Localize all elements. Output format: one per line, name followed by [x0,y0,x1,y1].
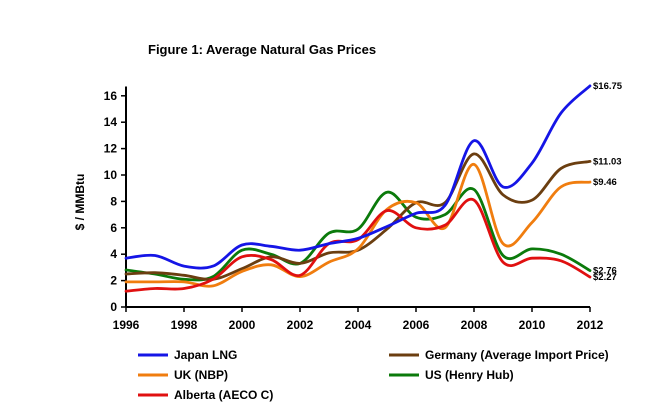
series-line-japan-lng [124,84,592,270]
x-tick-label: 2000 [229,318,256,332]
y-tick-label: 2 [110,274,117,288]
legend-label-uk-nbp: UK (NBP) [174,368,228,382]
end-value-label-us-henry-hub: $2.76 [593,266,617,277]
series-line-uk-nbp [124,163,592,288]
x-tick-label: 1996 [113,318,140,332]
y-tick-label: 10 [104,168,118,182]
legend-label-us-henry-hub: US (Henry Hub) [425,368,514,382]
x-tick-label: 2002 [287,318,314,332]
end-value-label-alberta-aeco-c: $2.27 [593,272,617,283]
legend: Japan LNG Germany (Average Import Price) U… [138,348,609,402]
x-tick-label: 2006 [403,318,430,332]
series-line-germany [124,152,592,281]
axes: 0 2 4 6 8 10 12 14 16 1996 1998 2000 2002 2004 2006 200… [104,86,604,332]
end-value-label-japan-lng: $16.75 [593,81,623,92]
y-tick-label: 4 [110,247,117,261]
chart-title: Figure 1: Average Natural Gas Prices [148,42,376,57]
legend-label-alberta-aeco-c: Alberta (AECO C) [174,388,273,402]
series-lines [124,84,592,293]
end-value-label-germany: $11.03 [593,156,622,167]
x-tick-label: 1998 [171,318,198,332]
y-tick-label: 6 [110,221,117,235]
x-tick-label: 2008 [461,318,488,332]
end-value-label-uk-nbp: $9.46 [593,177,617,188]
y-tick-label: 16 [104,89,118,103]
end-labels: $16.75 $11.03 $9.46 $2.76$2.27 [593,81,623,283]
legend-label-germany: Germany (Average Import Price) [425,348,609,362]
y-tick-label: 14 [104,115,118,129]
x-tick-label: 2010 [519,318,546,332]
y-tick-label: 8 [110,194,117,208]
y-axis-label: $ / MMBtu [73,174,87,231]
y-tick-label: 12 [104,142,118,156]
legend-label-japan-lng: Japan LNG [174,348,237,362]
x-tick-label: 2004 [345,318,372,332]
x-tick-label: 2012 [577,318,604,332]
y-tick-label: 0 [110,300,117,314]
